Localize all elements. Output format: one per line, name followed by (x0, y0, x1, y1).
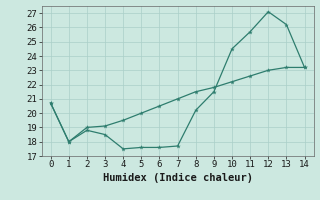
X-axis label: Humidex (Indice chaleur): Humidex (Indice chaleur) (103, 173, 252, 183)
